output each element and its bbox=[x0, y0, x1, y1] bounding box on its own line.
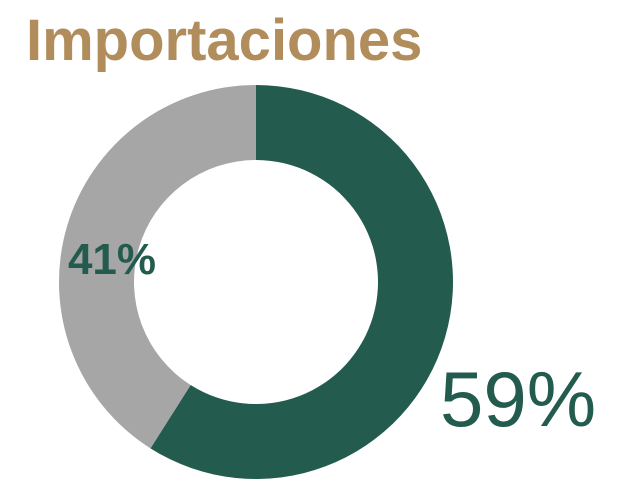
data-label: 41% bbox=[68, 235, 156, 284]
data-label: 59% bbox=[440, 355, 596, 443]
chart-title: Importaciones bbox=[26, 8, 422, 73]
donut-segment bbox=[59, 85, 256, 449]
donut-segment bbox=[150, 85, 453, 479]
